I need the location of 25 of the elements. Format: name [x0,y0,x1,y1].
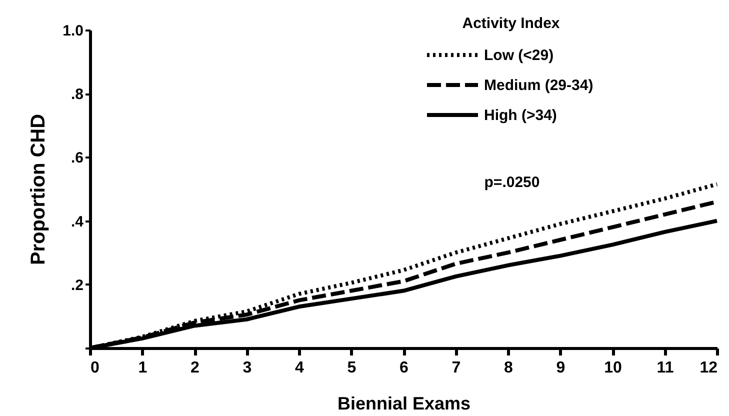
y-tick-label: .8 [70,86,84,104]
x-tick-label: 2 [190,360,200,376]
y-tick-label: .4 [70,213,84,230]
y-tick-label: .2 [70,276,84,294]
legend-label: High (>34) [484,107,557,124]
x-tick-label: 4 [295,360,304,376]
x-tick-label: 5 [347,360,356,376]
x-tick-label: 3 [242,360,252,376]
y-tick-label: .6 [70,150,84,167]
x-tick-label: 7 [452,360,461,376]
x-axis-title: Biennial Exams [337,394,471,414]
x-tick-label: 10 [604,360,622,376]
annotation: p=.0250 [484,174,540,191]
y-axis-title: Proportion CHD [28,114,50,266]
x-tick-label: 0 [90,360,100,376]
x-tick-label: 8 [504,360,514,376]
x-tick-label: 1 [138,360,148,376]
x-tick-label: 11 [656,360,674,376]
y-tick-label: 1.0 [62,22,84,40]
x-tick-label: 12 [700,360,718,376]
x-tick-label: 6 [400,360,409,376]
legend-label: Medium (29-34) [484,77,594,94]
legend-title: Activity Index [462,15,560,32]
x-tick-label: 9 [556,360,566,376]
legend-label: Low (<29) [484,47,554,64]
